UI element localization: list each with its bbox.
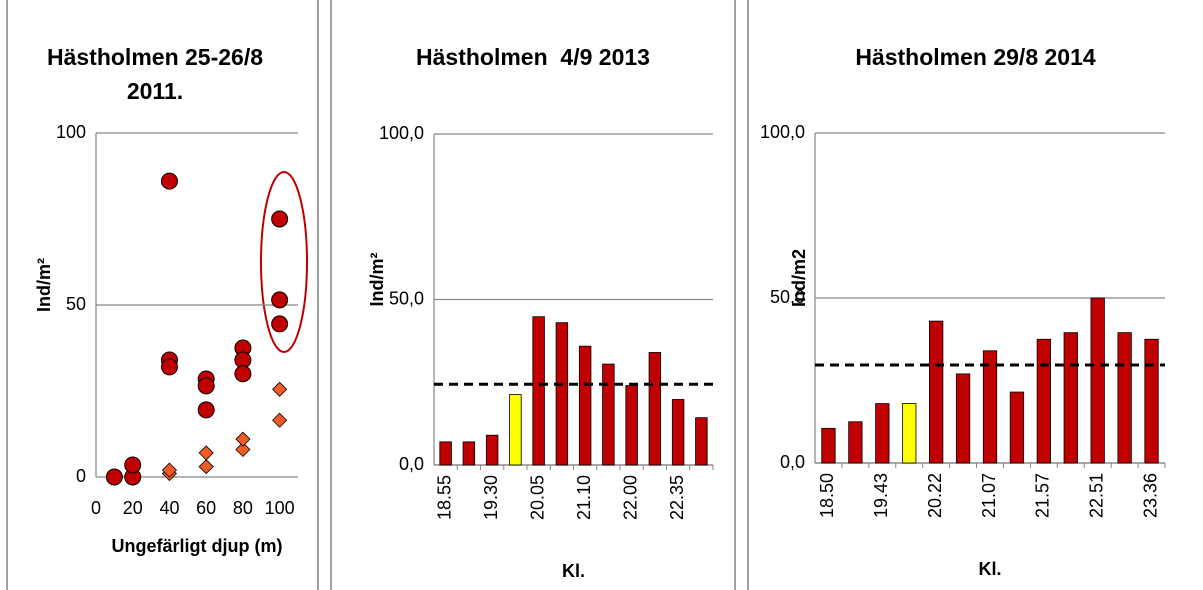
highlight-ellipse [260,171,308,353]
y-tick-label: 0,0 [399,454,424,474]
bar [875,403,890,464]
bar [929,320,944,464]
y-axis-label: Ind/m² [34,258,54,312]
point [272,381,288,397]
x-tick-label: 40 [159,498,179,518]
point [272,412,288,428]
bar [821,427,836,464]
bar [1090,297,1105,464]
bar [602,363,615,466]
bar [462,441,476,466]
point [271,210,289,228]
point [197,377,215,395]
y-tick-label: 0 [76,466,86,486]
x-tick-label: 60 [196,498,216,518]
chart-title: Hästholmen 4/9 2013 [416,44,650,70]
bar [555,322,569,466]
x-tick-label: 18.50 [817,473,837,518]
x-tick-label: 21.10 [574,475,594,520]
x-tick-label: 20.05 [527,475,547,520]
x-tick-label: 100 [265,498,295,518]
chart-title: Hästholmen 25-26/8 2011. [46,44,270,104]
point [271,315,289,333]
point [197,401,215,419]
point [161,462,178,478]
x-tick-label: 19.43 [871,473,891,518]
bar [625,385,638,466]
bar [509,394,522,466]
y-tick-label: 50 [66,294,86,314]
bar [695,417,708,466]
x-tick-label: 23.36 [1140,473,1160,518]
bar [1144,338,1159,464]
y-axis-label: Ind/m² [367,253,387,307]
panel-borders [6,0,749,590]
x-tick-label: 20 [123,498,143,518]
x-tick-label: 22.35 [667,475,687,520]
bar [671,399,685,466]
x-tick-label: 19.30 [481,475,501,520]
x-axis-label: Ungefärligt djup (m) [112,536,283,556]
x-axis-label: Kl. [562,561,585,581]
bar [955,373,971,464]
y-tick-label: 100 [56,122,86,142]
x-tick-label: 18.55 [434,475,454,520]
x-tick-label: 20.22 [925,473,945,518]
x-tick-label: 21.57 [1033,473,1053,518]
y-tick-label: 100,0 [379,123,424,143]
y-tick-label: 50,0 [389,288,424,308]
y-axis-label: Ind/m2 [789,249,809,307]
x-axis-label: Kl. [978,559,1001,579]
point [235,431,251,447]
y-tick-label: 100,0 [760,122,805,142]
point [198,445,214,461]
point [105,468,123,486]
bar [1117,332,1132,464]
bar [532,316,545,466]
point [234,365,252,383]
bar [485,434,499,466]
point [198,459,214,475]
bar [439,441,452,466]
bar [1063,332,1078,464]
bar [1036,338,1051,464]
bar [982,350,998,464]
x-tick-label: 22.51 [1086,473,1106,518]
point [235,441,251,458]
x-tick-label: 80 [233,498,253,518]
bar [1009,391,1025,464]
point [160,358,178,376]
y-tick-label: 50,0 [770,287,805,307]
bar [648,352,662,466]
point [124,456,142,474]
bar [848,421,863,464]
y-tick-label: 0,0 [780,452,805,472]
chart-title: Hästholmen 29/8 2014 [855,44,1096,70]
point [160,172,178,190]
x-tick-label: 21.07 [979,473,999,518]
point [271,291,289,309]
x-tick-label: 0 [91,498,101,518]
x-tick-label: 22.00 [620,475,640,520]
bar [578,345,592,466]
bar [902,403,917,464]
